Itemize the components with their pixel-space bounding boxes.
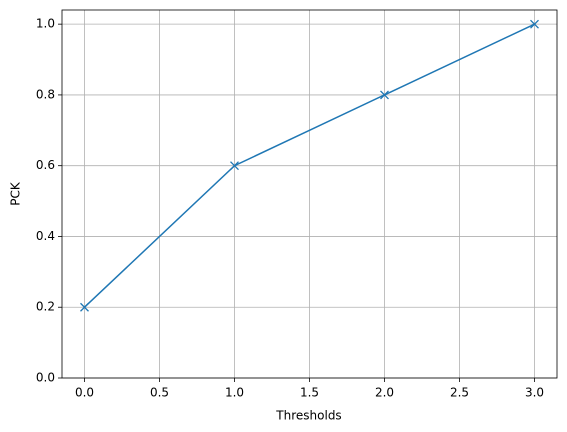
y-tick-label: 1.0 <box>36 17 55 31</box>
x-tick-label: 0.0 <box>75 386 94 400</box>
x-tick-label: 1.5 <box>300 386 319 400</box>
y-tick-label: 0.6 <box>36 158 55 172</box>
x-tick-label: 3.0 <box>525 386 544 400</box>
y-tick-label: 0.4 <box>36 229 55 243</box>
series-line <box>83 23 535 308</box>
x-axis-label: Thresholds <box>275 409 341 423</box>
x-tick-label: 0.5 <box>150 386 169 400</box>
marker <box>80 302 89 312</box>
x-tick-label: 2.0 <box>375 386 394 400</box>
y-tick-label: 0.2 <box>36 300 55 314</box>
plot-frame <box>61 9 558 379</box>
x-tick-label: 2.5 <box>450 386 469 400</box>
x-tick-label: 1.0 <box>225 386 244 400</box>
marker <box>530 19 539 29</box>
y-tick-label: 0.0 <box>36 371 55 385</box>
y-axis-label: PCK <box>9 181 23 206</box>
marker <box>380 90 389 100</box>
y-tick-label: 0.8 <box>36 87 55 101</box>
marker <box>230 161 239 171</box>
